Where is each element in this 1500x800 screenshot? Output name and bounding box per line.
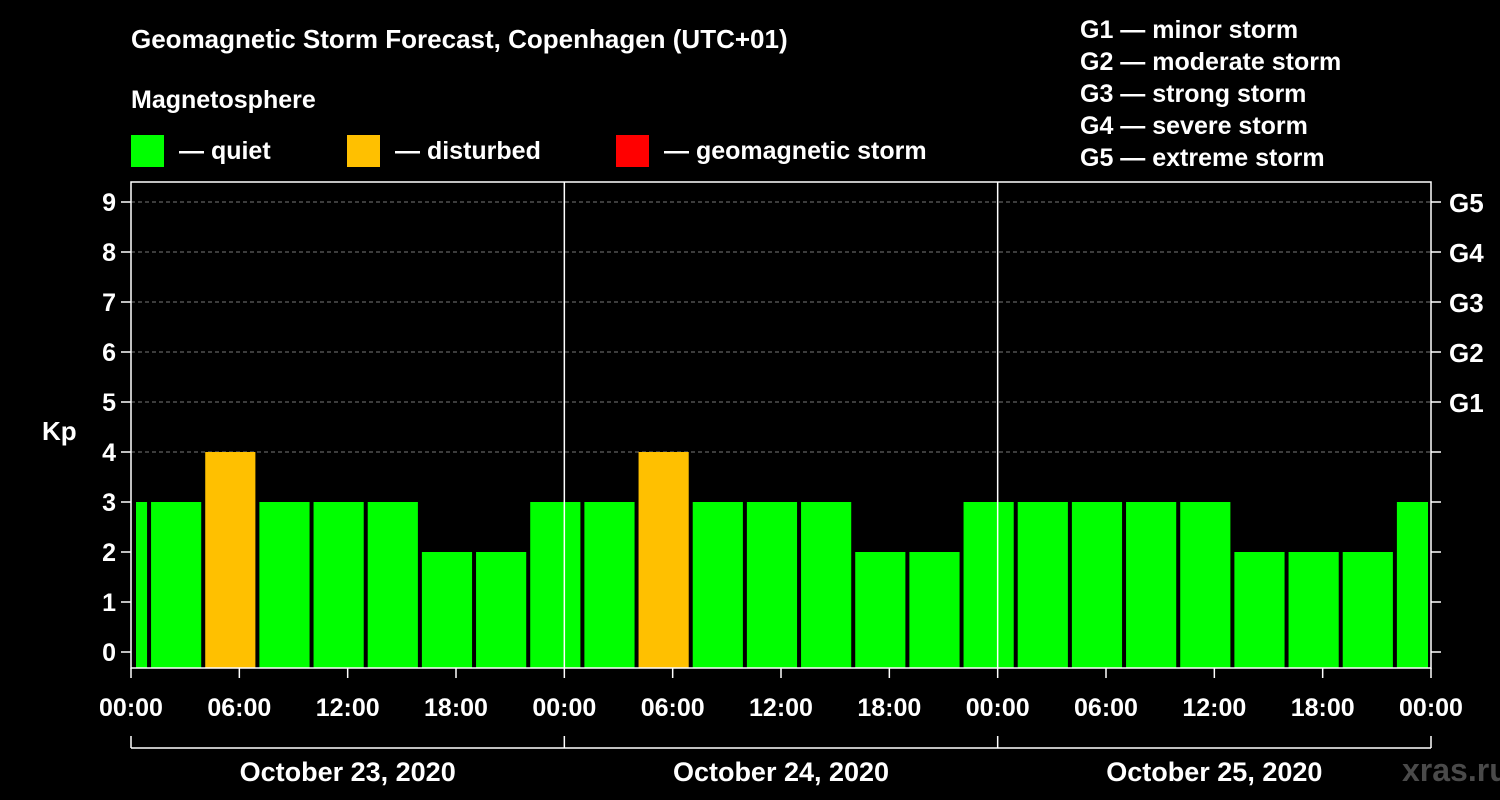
kp-bar-1 <box>151 502 202 668</box>
ytick-label-9: 9 <box>102 189 116 217</box>
legend-item-disturbed: — disturbed <box>347 135 541 167</box>
kp-bar-15 <box>909 552 960 668</box>
ytick-label-6: 6 <box>102 339 116 367</box>
chart-title: Geomagnetic Storm Forecast, Copenhagen (… <box>131 24 788 54</box>
kp-bar-20 <box>1180 502 1231 668</box>
kp-bar-12 <box>746 502 798 668</box>
day-label-1: October 23, 2020 <box>240 757 456 787</box>
kp-bar-8 <box>530 502 581 668</box>
kp-bar-10 <box>638 452 689 668</box>
xtick-label-2: 12:00 <box>316 694 380 722</box>
axes: 0 1 2 3 4 5 6 7 8 9 G1 G2 G3 G4 G5 Kp 00:00 06:00 12:00 18:… <box>42 188 1484 787</box>
ytick-label-1: 1 <box>102 589 116 617</box>
ytick-label-4: 4 <box>102 439 116 467</box>
storm-scale-g4: G4 — severe storm <box>1080 112 1308 140</box>
kp-bar-14 <box>855 552 906 668</box>
kp-bar-2 <box>205 452 256 668</box>
kp-bar-11 <box>692 502 743 668</box>
kp-bar-4 <box>313 502 364 668</box>
kp-bar-24 <box>1396 502 1428 668</box>
legend-swatch-disturbed <box>347 135 380 167</box>
storm-scale-g1: G1 — minor storm <box>1080 16 1299 44</box>
storm-scale-g5: G5 — extreme storm <box>1080 144 1325 172</box>
ytick-label-3: 3 <box>102 489 116 517</box>
legend-label-storm: — geomagnetic storm <box>664 136 927 165</box>
xtick-label-10: 12:00 <box>1182 694 1246 722</box>
watermark: xras.ru <box>1402 752 1500 788</box>
kp-bar-23 <box>1342 552 1393 668</box>
ytick-label-5: 5 <box>102 389 116 417</box>
xtick-label-11: 18:00 <box>1291 694 1355 722</box>
legend-swatch-quiet <box>131 135 164 167</box>
xtick-label-7: 18:00 <box>857 694 921 722</box>
xtick-label-1: 06:00 <box>207 694 271 722</box>
kp-bar-9 <box>584 502 635 668</box>
storm-scale-legend: G1 — minor storm G2 — moderate storm G3 … <box>1080 14 1341 174</box>
storm-level-label-g4: G4 <box>1449 238 1484 268</box>
storm-level-label-g5: G5 <box>1449 188 1484 218</box>
kp-bar-7 <box>476 552 527 668</box>
kp-bar-22 <box>1288 552 1339 668</box>
ytick-label-8: 8 <box>102 239 116 267</box>
xtick-label-8: 00:00 <box>966 694 1030 722</box>
kp-bar-21 <box>1234 552 1285 668</box>
day-label-3: October 25, 2020 <box>1106 757 1322 787</box>
kp-bar-16 <box>963 502 1014 668</box>
legend-label-disturbed: — disturbed <box>395 136 541 165</box>
legend-swatch-storm <box>616 135 649 167</box>
day-label-2: October 24, 2020 <box>673 757 889 787</box>
kp-bars <box>136 452 1428 668</box>
storm-level-label-g2: G2 <box>1449 338 1484 368</box>
kp-bar-18 <box>1071 502 1123 668</box>
xtick-label-6: 12:00 <box>749 694 813 722</box>
kp-bar-0 <box>136 502 148 668</box>
ytick-label-0: 0 <box>102 639 116 667</box>
ytick-label-2: 2 <box>102 539 116 567</box>
xtick-label-0: 00:00 <box>99 694 163 722</box>
legend-item-quiet: — quiet <box>131 135 271 167</box>
storm-level-label-g1: G1 <box>1449 388 1484 418</box>
y-axis-label: Kp <box>42 416 77 446</box>
storm-scale-g3: G3 — strong storm <box>1080 80 1307 108</box>
kp-bar-6 <box>421 552 473 668</box>
kp-bar-13 <box>801 502 852 668</box>
kp-bar-5 <box>367 502 418 668</box>
legend-heading: Magnetosphere <box>131 86 316 114</box>
xtick-label-3: 18:00 <box>424 694 488 722</box>
xtick-label-9: 06:00 <box>1074 694 1138 722</box>
xtick-label-5: 06:00 <box>641 694 705 722</box>
grid-lines <box>131 201 1431 453</box>
ytick-label-7: 7 <box>102 289 116 317</box>
xtick-label-12: 00:00 <box>1399 694 1463 722</box>
storm-level-label-g3: G3 <box>1449 288 1484 318</box>
legend-item-storm: — geomagnetic storm <box>616 135 927 167</box>
kp-bar-19 <box>1126 502 1177 668</box>
kp-bar-17 <box>1017 502 1068 668</box>
xtick-label-4: 00:00 <box>532 694 596 722</box>
kp-bar-3 <box>259 502 310 668</box>
storm-scale-g2: G2 — moderate storm <box>1080 48 1342 76</box>
legend-label-quiet: — quiet <box>179 136 271 165</box>
